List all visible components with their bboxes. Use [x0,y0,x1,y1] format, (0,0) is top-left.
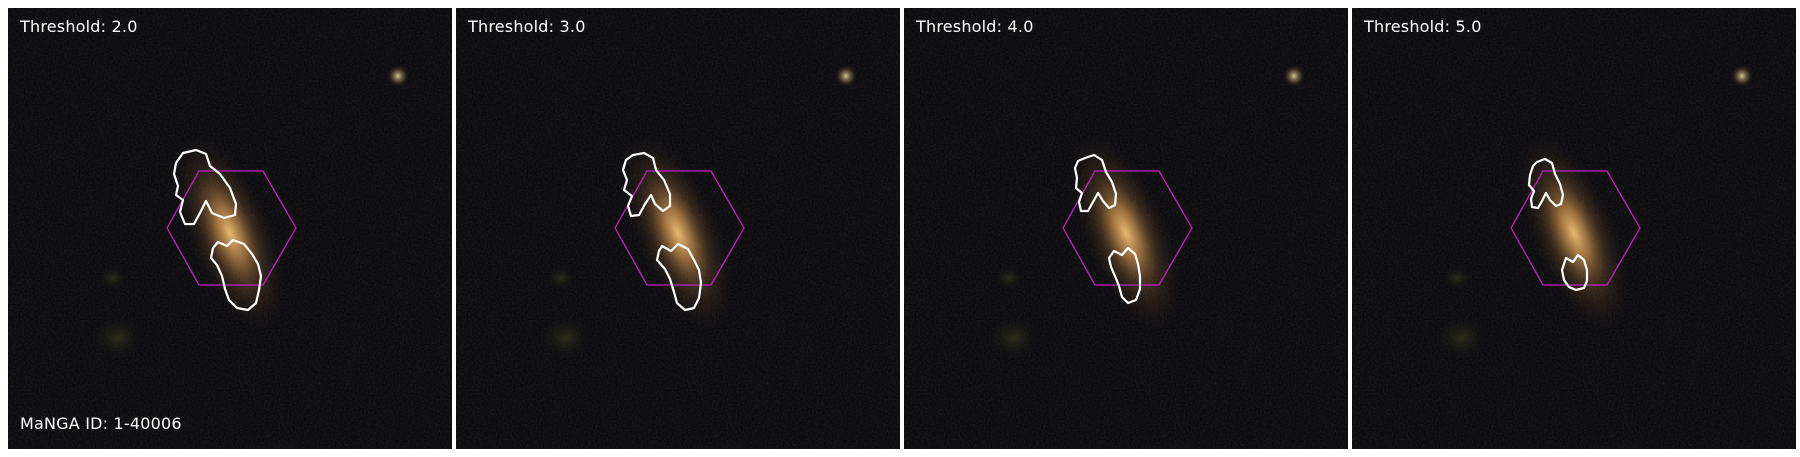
star [835,65,857,87]
threshold-label: Threshold: 3.0 [468,17,586,36]
galaxy [622,134,734,332]
star [1283,65,1305,87]
galaxy [1518,134,1630,332]
faint-source [92,316,144,360]
faint-source [99,266,127,290]
ifu-hexagon [614,170,745,286]
faint-source [1436,316,1488,360]
galaxy-image [1352,8,1796,449]
image-panel-threshold-2: Threshold: 2.0 MaNGA ID: 1-40006 [8,8,452,449]
threshold-label: Threshold: 4.0 [916,17,1034,36]
contour-upper [172,148,238,226]
image-panel-threshold-3: Threshold: 3.0 [456,8,900,449]
image-panel-threshold-4: Threshold: 4.0 [904,8,1348,449]
faint-source [988,316,1040,360]
ifu-hexagon [1062,170,1193,286]
faint-source [540,316,592,360]
star [1731,65,1753,87]
faint-source [1443,266,1471,290]
contour-upper [1073,153,1118,213]
galaxy-image [456,8,900,449]
star [387,65,409,87]
galaxy-image [8,8,452,449]
image-panel-threshold-5: Threshold: 5.0 [1352,8,1796,449]
galaxy [1070,134,1182,332]
contour-upper [1527,157,1565,210]
manga-id-label: MaNGA ID: 1-40006 [20,414,182,433]
faint-source [995,266,1023,290]
faint-source [547,266,575,290]
contour-lower [1107,246,1142,305]
contour-upper [621,151,672,218]
contour-lower [655,242,703,312]
galaxy-image [904,8,1348,449]
threshold-label: Threshold: 5.0 [1364,17,1482,36]
galaxy [174,134,286,332]
threshold-label: Threshold: 2.0 [20,17,138,36]
ifu-hexagon [1510,170,1641,286]
contour-lower [1560,253,1589,292]
ifu-hexagon [166,170,297,286]
contour-lower [209,238,263,312]
